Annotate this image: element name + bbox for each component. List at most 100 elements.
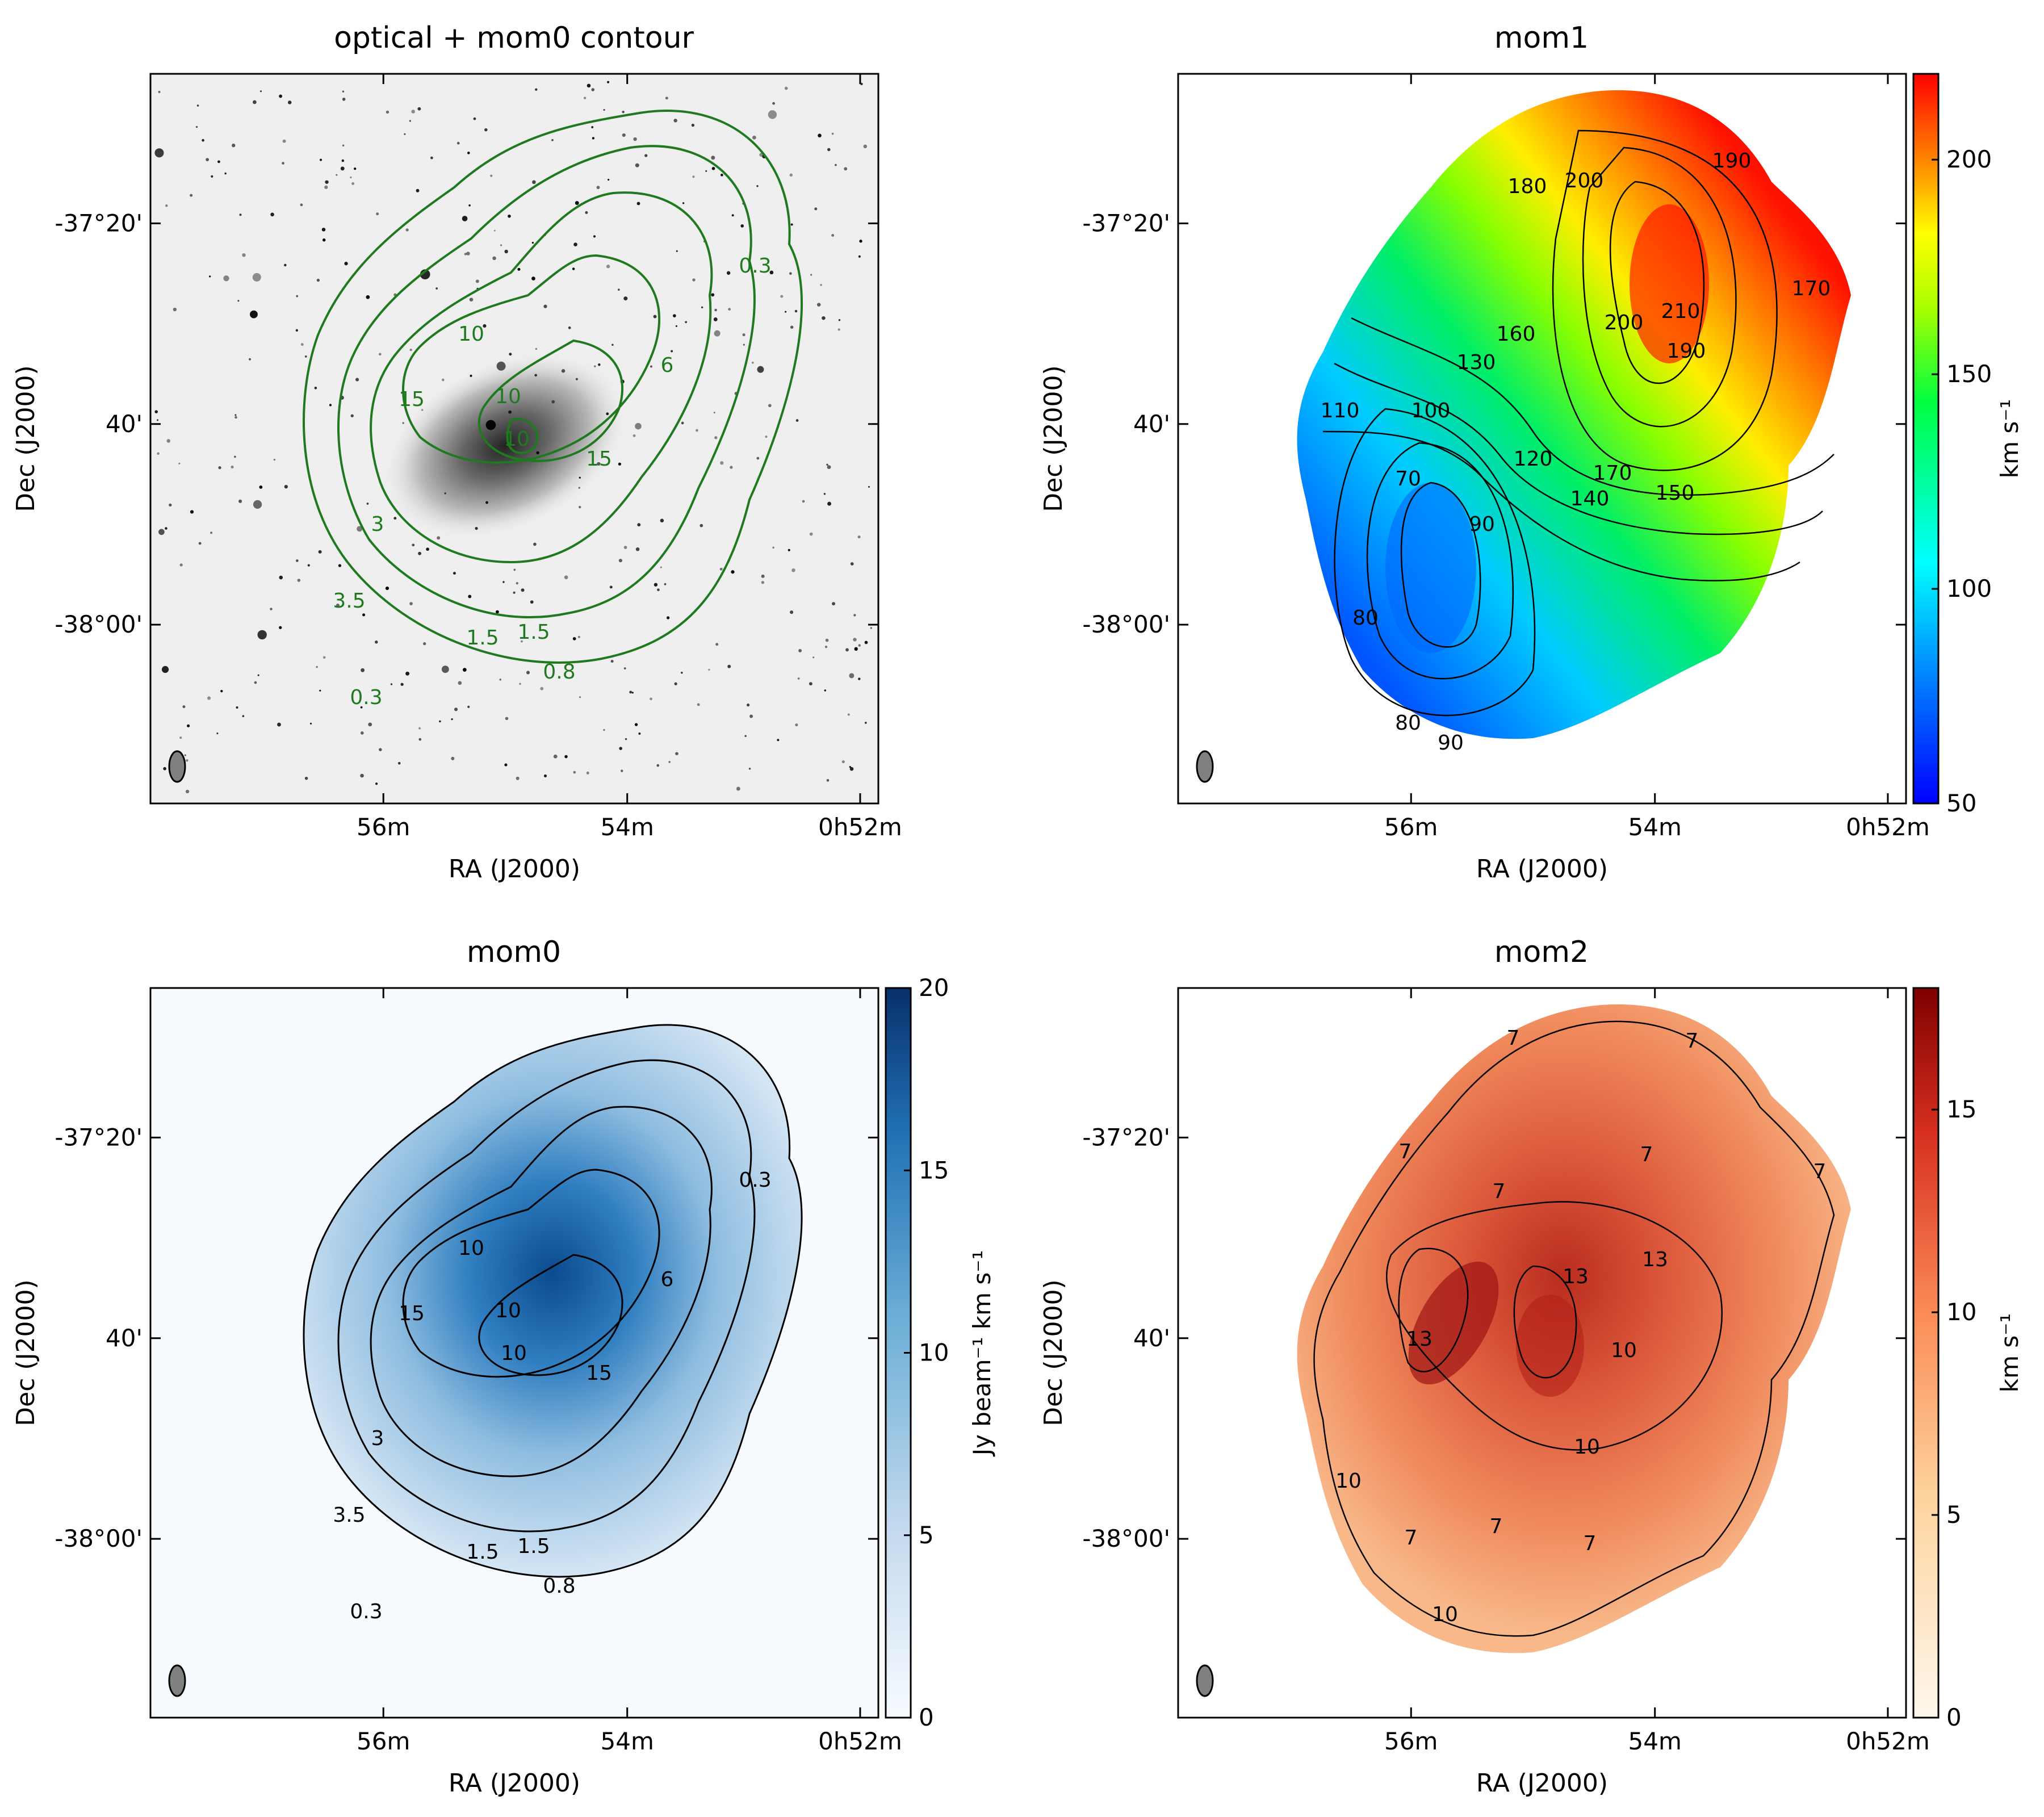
colorbar: 0 5 10 15 km s⁻¹ xyxy=(1912,987,2024,1731)
star xyxy=(300,343,304,346)
star xyxy=(179,736,182,739)
star xyxy=(412,543,415,547)
star xyxy=(847,713,850,716)
star xyxy=(253,100,257,104)
star xyxy=(234,455,236,458)
star xyxy=(257,674,259,676)
star xyxy=(287,101,292,104)
star xyxy=(517,267,521,271)
star xyxy=(809,682,812,686)
star xyxy=(242,715,245,717)
contour-label: 10 xyxy=(1432,1603,1458,1626)
star xyxy=(850,562,854,566)
star xyxy=(350,414,354,417)
plot-frame xyxy=(149,987,879,1719)
star xyxy=(617,288,620,291)
star xyxy=(530,600,534,604)
star xyxy=(657,588,660,592)
star xyxy=(610,660,614,663)
star xyxy=(259,90,262,93)
star xyxy=(186,759,189,762)
star xyxy=(420,269,430,280)
star xyxy=(731,214,734,217)
x-tick-label: 56m xyxy=(1384,1727,1438,1755)
star xyxy=(816,303,821,307)
x-tick-label: 0h52m xyxy=(1846,813,1930,841)
star xyxy=(504,763,508,767)
contour-label: 7 xyxy=(1640,1143,1653,1166)
panel-mom2: mom2 7 7 7 7 7 7 13 13 13 10 10 10 10 7 7 7 56m 54m 0h52m… xyxy=(1039,935,2024,1798)
star xyxy=(362,613,366,617)
star xyxy=(350,176,352,179)
star xyxy=(841,760,845,764)
intensity-map xyxy=(304,1025,802,1577)
star xyxy=(697,703,700,706)
star xyxy=(154,410,158,413)
star xyxy=(253,500,262,509)
star xyxy=(849,673,855,679)
star xyxy=(239,213,242,216)
x-tick-label: 56m xyxy=(357,813,410,841)
star xyxy=(573,242,577,246)
y-axis-label: Dec (J2000) xyxy=(1039,365,1068,512)
y-axis-label: Dec (J2000) xyxy=(1039,1279,1068,1426)
colorbar-tick-label: 10 xyxy=(1946,1298,1976,1326)
star xyxy=(404,133,406,135)
star xyxy=(711,293,715,297)
contour-label: 10 xyxy=(504,428,530,451)
star xyxy=(279,575,283,580)
star xyxy=(656,764,660,767)
star xyxy=(418,738,422,741)
contour-label: 0.3 xyxy=(350,1600,382,1623)
contour-label: 13 xyxy=(1406,1328,1433,1351)
star xyxy=(849,767,854,771)
star xyxy=(444,492,446,495)
star xyxy=(206,158,210,162)
star xyxy=(681,672,683,674)
star xyxy=(405,671,410,676)
x-tick-label: 54m xyxy=(601,813,654,841)
star xyxy=(441,378,445,382)
star xyxy=(368,722,372,727)
contour-label: 0.3 xyxy=(739,254,771,278)
star xyxy=(418,551,422,555)
star xyxy=(633,137,637,141)
star xyxy=(772,546,774,549)
star xyxy=(282,162,284,165)
dispersion-contours xyxy=(1313,1020,1835,1637)
star xyxy=(650,697,652,701)
star xyxy=(220,689,223,693)
star xyxy=(499,679,501,681)
colorbar-tick-label: 0 xyxy=(919,1703,934,1731)
star xyxy=(178,462,181,464)
star xyxy=(635,547,640,551)
star xyxy=(466,252,470,256)
star xyxy=(696,429,698,432)
star xyxy=(609,585,613,589)
star xyxy=(788,549,790,551)
star xyxy=(468,594,472,598)
red-core xyxy=(1630,204,1709,363)
contour-label: 3.5 xyxy=(333,589,365,613)
contour-label: 10 xyxy=(1611,1339,1637,1362)
star xyxy=(464,253,467,256)
star xyxy=(467,705,470,709)
star xyxy=(254,681,257,684)
star xyxy=(322,656,326,659)
star xyxy=(653,315,657,319)
axes: 56m 54m 0h52m -37°20' 40' -38°00' RA (J2000) De… xyxy=(1039,74,1930,884)
contour-label: 6 xyxy=(661,1268,674,1291)
star xyxy=(375,640,378,644)
star xyxy=(715,643,719,646)
star xyxy=(397,761,401,765)
star xyxy=(831,132,834,135)
star xyxy=(470,374,472,377)
star xyxy=(360,706,363,709)
star xyxy=(505,717,509,721)
star xyxy=(685,321,688,324)
star xyxy=(618,559,623,563)
star xyxy=(543,774,547,778)
star xyxy=(483,324,487,328)
star xyxy=(858,677,861,680)
